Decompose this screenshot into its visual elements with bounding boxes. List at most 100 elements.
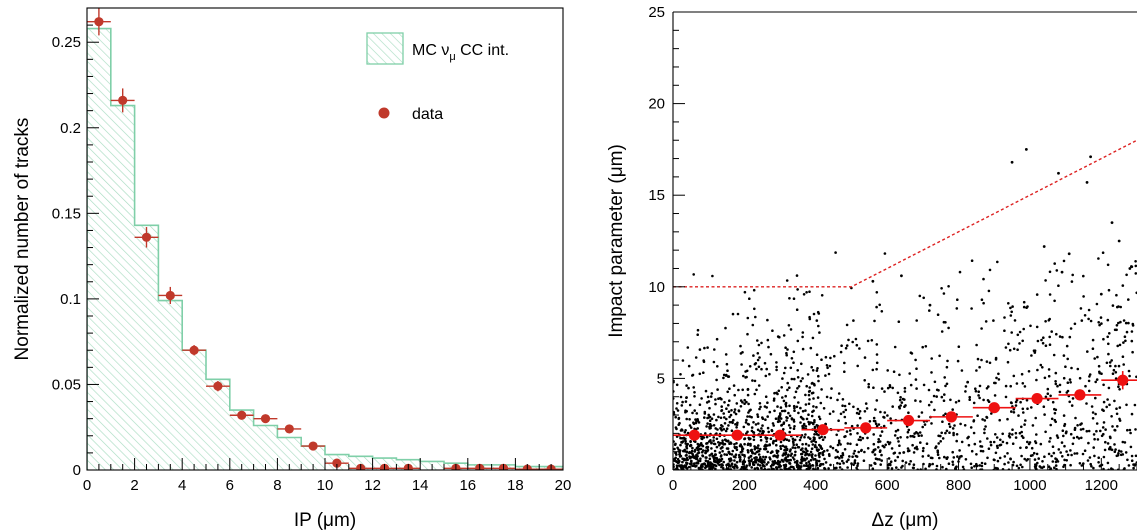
scatter-point	[980, 461, 984, 465]
scatter-point	[789, 366, 793, 370]
scatter-point	[1134, 260, 1137, 263]
scatter-point	[1069, 327, 1073, 330]
scatter-point	[1062, 414, 1066, 417]
scatter-point	[1102, 400, 1106, 404]
profile-point-marker	[688, 429, 701, 441]
scatter-point	[1009, 314, 1013, 317]
scatter-point	[883, 445, 886, 449]
scatter-point	[1058, 335, 1062, 338]
scatter-point	[1044, 279, 1047, 282]
scatter-point	[912, 463, 916, 467]
scatter-point	[878, 303, 881, 307]
scatter-point	[795, 308, 799, 312]
scatter-point	[874, 408, 877, 411]
scatter-point	[1009, 384, 1012, 388]
scatter-point	[1091, 338, 1095, 342]
scatter-point	[1082, 274, 1085, 278]
scatter-point	[793, 453, 797, 457]
scatter-point	[945, 382, 949, 386]
scatter-point	[749, 459, 753, 463]
scatter-point	[1062, 465, 1065, 469]
scatter-point	[766, 450, 769, 454]
scatter-point	[808, 389, 812, 393]
scatter-point	[1109, 364, 1112, 368]
scatter-point	[795, 274, 799, 277]
scatter-point	[756, 447, 760, 450]
scatter-point	[739, 444, 743, 448]
scatter-point	[1019, 463, 1022, 467]
scatter-point	[954, 401, 958, 404]
scatter-point	[815, 405, 818, 409]
scatter-point	[1039, 442, 1043, 446]
scatter-point	[877, 423, 881, 426]
data-point	[301, 441, 325, 451]
scatter-point	[1102, 467, 1105, 470]
scatter-point	[1065, 459, 1068, 462]
scatter-point	[735, 464, 738, 468]
scatter-point	[696, 333, 699, 337]
scatter-point	[706, 461, 710, 464]
scatter-point	[1017, 414, 1020, 417]
scatter-point	[1098, 464, 1102, 468]
scatter-point	[721, 446, 724, 449]
scatter-point	[703, 410, 707, 414]
scatter-point	[877, 438, 880, 441]
scatter-point	[719, 416, 723, 420]
scatter-point	[1003, 316, 1006, 319]
scatter-point	[872, 442, 876, 446]
scatter-point	[1066, 381, 1070, 385]
scatter-point	[883, 411, 887, 414]
scatter-point	[811, 336, 815, 340]
scatter-point	[719, 458, 723, 462]
scatter-point	[1047, 465, 1051, 469]
scatter-point	[1122, 341, 1125, 344]
scatter-point	[994, 433, 997, 436]
scatter-point	[1108, 361, 1112, 364]
scatter-point	[957, 399, 961, 403]
scatter-point	[735, 426, 738, 429]
scatter-point	[753, 379, 757, 383]
scatter-point	[1005, 441, 1009, 445]
scatter-point	[1110, 359, 1113, 362]
scatter-point	[1101, 251, 1105, 254]
scatter-point	[927, 388, 931, 392]
scatter-point	[778, 420, 782, 423]
scatter-point	[875, 305, 878, 309]
profile-point	[929, 411, 973, 423]
scatter-point	[735, 423, 739, 427]
scatter-point	[978, 396, 981, 400]
scatter-point	[1107, 342, 1110, 346]
scatter-point	[788, 386, 791, 390]
scatter-point	[829, 463, 832, 467]
scatter-point	[802, 422, 806, 426]
scatter-point	[1030, 406, 1033, 409]
scatter-point	[679, 373, 682, 376]
scatter-point	[731, 312, 735, 316]
scatter-point	[759, 405, 762, 409]
scatter-point	[904, 404, 907, 407]
scatter-point	[913, 432, 916, 435]
scatter-point	[908, 462, 911, 466]
scatter-point	[894, 459, 897, 462]
scatter-point	[762, 464, 765, 467]
scatter-point	[710, 447, 713, 450]
scatter-point	[1068, 378, 1072, 381]
scatter-point	[1114, 364, 1117, 368]
scatter-point	[887, 442, 891, 446]
scatter-point	[750, 429, 754, 433]
scatter-point	[862, 459, 866, 463]
scatter-point	[935, 395, 938, 398]
scatter-point	[948, 431, 951, 435]
scatter-point	[807, 436, 810, 439]
scatter-point	[960, 454, 963, 458]
scatter-point	[844, 346, 848, 350]
scatter-point	[817, 379, 820, 383]
scatter-point	[743, 290, 747, 294]
scatter-point	[1124, 451, 1128, 454]
scatter-point	[756, 466, 759, 470]
scatter-point	[1052, 353, 1056, 357]
scatter-point	[1008, 348, 1012, 352]
scatter-point	[735, 446, 738, 449]
scatter-point	[683, 448, 686, 452]
scatter-point	[1119, 320, 1122, 324]
